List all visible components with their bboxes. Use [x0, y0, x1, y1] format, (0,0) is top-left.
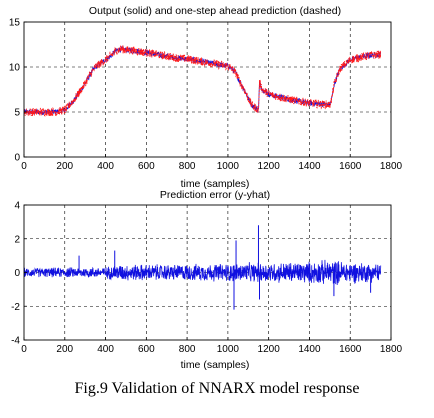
y-tick-label: 2 [14, 234, 20, 245]
top-chart-grid [24, 22, 391, 157]
y-tick-label: 5 [14, 108, 20, 119]
y-tick-label: 0 [14, 268, 20, 279]
series-line-0 [24, 45, 381, 116]
x-tick-label: 1200 [258, 344, 281, 355]
top-chart-frame [23, 21, 392, 158]
x-tick-label: 1200 [258, 161, 281, 172]
x-tick-label: 600 [138, 344, 155, 355]
y-tick-label: 10 [9, 63, 21, 74]
x-tick-label: 1600 [339, 344, 362, 355]
x-tick-label: 1800 [380, 161, 403, 172]
x-tick-label: 1400 [298, 161, 321, 172]
x-tick-label: 1600 [339, 161, 362, 172]
y-tick-label: 0 [14, 153, 20, 164]
top-chart-series [24, 45, 382, 117]
x-tick-label: 1000 [217, 161, 240, 172]
series-line-1 [24, 45, 382, 117]
x-tick-label: 1400 [298, 344, 321, 355]
y-tick-label: -2 [11, 302, 20, 313]
top-chart-title: Output (solid) and one-step ahead predic… [89, 5, 341, 17]
figure-caption: Fig.9 Validation of NNARX model response [74, 380, 360, 397]
x-tick-label: 200 [56, 344, 73, 355]
x-tick-label: 0 [21, 161, 27, 172]
x-tick-label: 0 [21, 344, 27, 355]
bottom-chart-x-ticks: 0 200 400 600 800 1000 1200 1400 1600 1800 [21, 337, 403, 355]
top-chart-x-label: time (samples) [181, 178, 250, 190]
x-tick-label: 400 [97, 161, 114, 172]
x-tick-label: 800 [179, 344, 196, 355]
bottom-chart-title: Prediction error (y-yhat) [160, 189, 270, 201]
bottom-chart-x-label: time (samples) [181, 359, 250, 371]
top-chart-y-ticks: 0 5 10 15 [9, 18, 27, 164]
series-line-0 [24, 259, 382, 286]
top-chart-x-ticks: 0 200 400 600 800 1000 1200 1400 1600 1800 [21, 154, 403, 172]
x-tick-label: 600 [138, 161, 155, 172]
bottom-chart-y-ticks: -4 -2 0 2 4 [11, 201, 27, 347]
y-tick-label: 4 [14, 201, 20, 212]
x-tick-label: 1000 [217, 344, 240, 355]
x-tick-label: 800 [179, 161, 196, 172]
x-tick-label: 1800 [380, 344, 403, 355]
x-tick-label: 200 [56, 161, 73, 172]
y-tick-label: -4 [11, 336, 20, 347]
bottom-chart-series [24, 225, 382, 310]
x-tick-label: 400 [97, 344, 114, 355]
y-tick-label: 15 [9, 18, 21, 29]
